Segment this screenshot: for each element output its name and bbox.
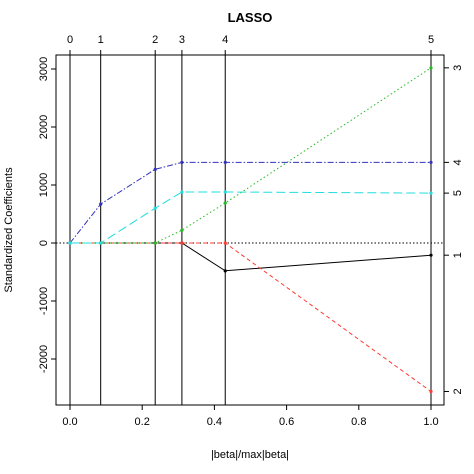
series-point-3 — [223, 201, 227, 205]
y-tick-label: 2000 — [38, 115, 50, 139]
series-point-1 — [223, 269, 227, 273]
y-tick-label: 1000 — [38, 173, 50, 197]
series-line-5 — [70, 191, 432, 244]
series-point-3 — [153, 241, 157, 245]
right-variable-label: 1 — [452, 252, 464, 258]
series-point-4 — [99, 202, 103, 206]
y-tick-label: 3000 — [38, 57, 50, 81]
series-point-3 — [429, 66, 433, 70]
top-tick-label: 3 — [179, 34, 185, 46]
series-point-2 — [180, 241, 184, 245]
right-variable-label: 4 — [452, 159, 464, 165]
y-tick-label: -1000 — [38, 287, 50, 315]
series-point-5 — [180, 190, 184, 194]
x-tick-label: 0.4 — [207, 416, 222, 428]
chart-title: LASSO — [228, 10, 273, 25]
right-variable-label: 5 — [452, 190, 464, 196]
series-point-4 — [223, 160, 227, 164]
series-point-1 — [429, 253, 433, 257]
x-axis-label: |beta|/max|beta| — [211, 449, 289, 461]
series-point-3 — [180, 228, 184, 232]
series-point-5 — [223, 190, 227, 194]
series-point-5 — [429, 191, 433, 195]
top-tick-label: 2 — [152, 34, 158, 46]
top-tick-label: 4 — [222, 34, 228, 46]
y-axis-label: Standardized Coefficients — [3, 167, 15, 293]
axes: 0 1 2 3 4 5 0.0 0.2 0.4 0.6 0.8 1.0 -2000 -1000 0 1000 2… — [38, 34, 464, 428]
top-tick-label: 5 — [428, 34, 434, 46]
top-tick-label: 1 — [98, 34, 104, 46]
x-tick-label: 0.0 — [62, 416, 77, 428]
top-tick-label: 0 — [67, 34, 73, 46]
series-point-4 — [429, 160, 433, 164]
right-variable-label: 3 — [452, 65, 464, 71]
series-line-2 — [70, 242, 432, 392]
series-point-4 — [153, 167, 157, 171]
series-line-1 — [70, 242, 432, 272]
right-variable-label: 2 — [452, 388, 464, 394]
x-tick-label: 0.2 — [135, 416, 150, 428]
series-point-5 — [99, 241, 103, 245]
y-tick-label: -2000 — [38, 345, 50, 373]
series-line-3 — [70, 67, 432, 244]
y-tick-label: 0 — [38, 240, 50, 246]
series-point-5 — [153, 206, 157, 210]
series-point-5 — [68, 241, 72, 245]
x-tick-label: 0.6 — [279, 416, 294, 428]
series-point-2 — [429, 389, 433, 394]
plot-border — [55, 54, 445, 406]
x-tick-label: 1.0 — [423, 416, 438, 428]
x-tick-label: 0.8 — [351, 416, 366, 428]
series-line-4 — [69, 161, 431, 244]
plot-area — [56, 55, 444, 405]
series-point-4 — [180, 160, 184, 164]
series-point-2 — [223, 241, 227, 245]
